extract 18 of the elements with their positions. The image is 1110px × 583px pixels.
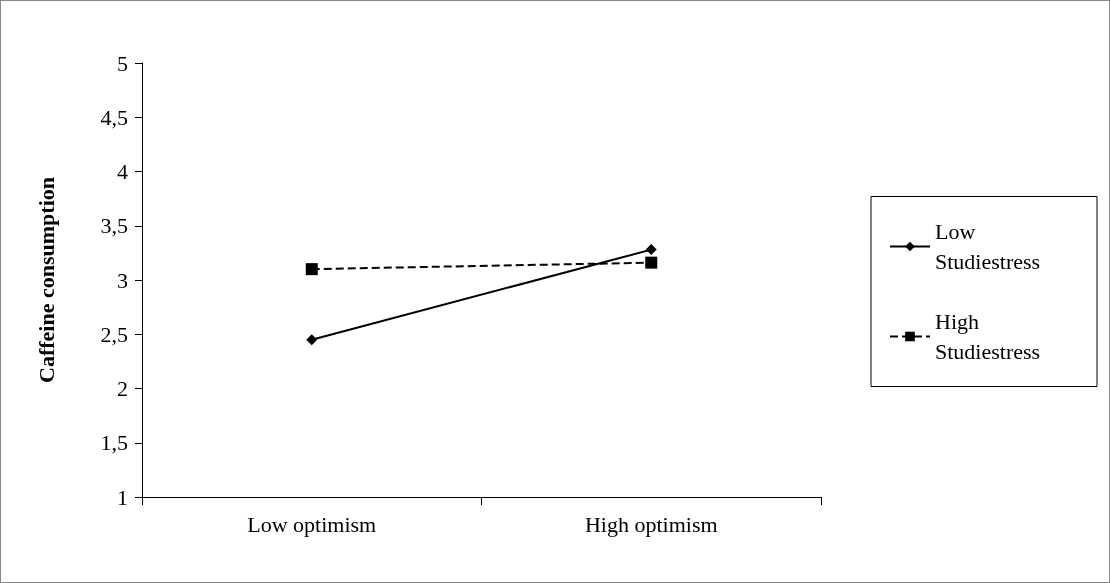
y-axis-title: Caffeine consumption <box>33 177 59 383</box>
point <box>645 244 657 256</box>
y-tick-label: 4 <box>117 159 128 184</box>
y-tick-label: 2 <box>117 376 128 401</box>
legend-label: Low Studiestress <box>935 219 1041 274</box>
y-tick-label: 3,5 <box>100 213 128 239</box>
y-tick-label: 3 <box>117 267 128 293</box>
y-tick-label: 5 <box>117 50 128 76</box>
y-tick-label: 2,5 <box>100 321 128 347</box>
point <box>305 263 318 276</box>
x-tick-label: Low optimism <box>247 511 377 537</box>
point <box>645 256 658 269</box>
y-tick-label: 1 <box>117 484 128 510</box>
point <box>306 334 318 346</box>
y-tick-label: 4,5 <box>100 104 128 130</box>
y-tick-label: 1,5 <box>100 430 128 456</box>
legend-label: High Studiestress <box>935 309 1041 364</box>
x-tick-label: High optimism <box>584 511 718 537</box>
